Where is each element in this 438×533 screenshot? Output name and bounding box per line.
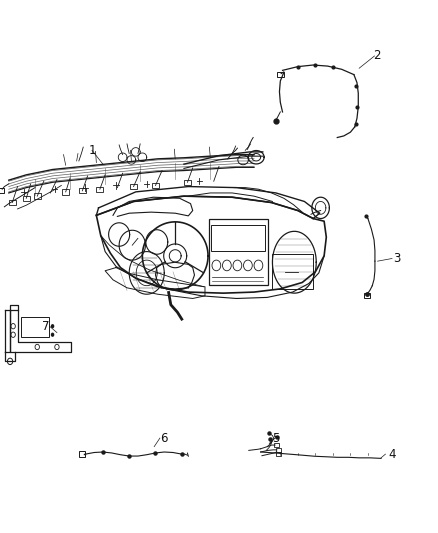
Bar — [209, 219, 268, 285]
Text: 7: 7 — [42, 320, 50, 333]
Bar — [21, 317, 49, 337]
Bar — [79, 188, 86, 193]
Circle shape — [51, 324, 54, 328]
Text: 1: 1 — [88, 144, 96, 157]
Bar — [79, 451, 85, 457]
Bar — [130, 184, 137, 189]
Bar — [96, 187, 103, 192]
Bar — [276, 448, 281, 452]
Bar — [23, 196, 30, 201]
Bar — [274, 443, 279, 447]
Bar — [152, 183, 159, 188]
Text: 4: 4 — [388, 448, 396, 461]
Bar — [184, 180, 191, 185]
Bar — [277, 72, 284, 77]
Bar — [276, 452, 281, 456]
Bar — [272, 254, 313, 289]
Text: 6: 6 — [160, 432, 168, 445]
Circle shape — [51, 333, 54, 337]
Bar — [9, 200, 16, 205]
Bar — [62, 189, 69, 195]
Bar — [364, 293, 370, 298]
Text: 5: 5 — [272, 432, 279, 445]
Bar — [34, 193, 41, 199]
Bar — [0, 188, 4, 193]
Text: 3: 3 — [393, 252, 400, 265]
Text: 2: 2 — [373, 50, 381, 62]
Bar — [211, 225, 265, 251]
